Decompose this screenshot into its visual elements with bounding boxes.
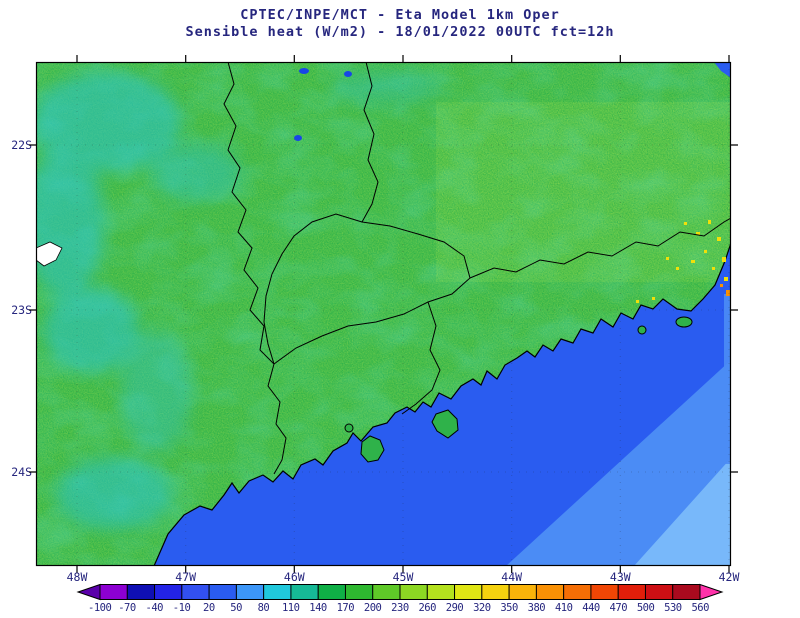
colorbar-segment	[99, 584, 128, 600]
colorbar-label: 200	[363, 602, 382, 614]
colorbar-segment	[372, 584, 401, 600]
colorbar-label: 440	[582, 602, 600, 614]
colorbar-segment	[672, 584, 701, 600]
colorbar-label: 110	[281, 602, 300, 614]
colorbar-labels: -100 -70 -40 -10 20 50 80 110 140 170 20…	[86, 602, 714, 615]
field-speckle-northeast	[436, 102, 731, 282]
colorbar	[76, 583, 724, 601]
colorbar-arrow-low	[76, 583, 101, 601]
colorbar-segment	[644, 584, 674, 600]
colorbar-label: 20	[203, 602, 215, 614]
colorbar-segment	[454, 584, 483, 600]
boundary-metro-loop	[263, 213, 471, 365]
lon-label-42w: 42W	[718, 570, 740, 584]
colorbar-label: 500	[636, 602, 655, 614]
colorbar-label: 320	[473, 602, 491, 614]
title-line2: Sensible heat (W/m2) - 18/01/2022 00UTC …	[185, 24, 615, 40]
high-flux-speckles	[636, 220, 728, 303]
top-right-bay	[714, 62, 731, 78]
colorbar-label: 140	[309, 602, 327, 614]
ocean-edge-strip	[724, 294, 731, 464]
colorbar-segment	[208, 584, 237, 600]
colorbar-segment	[344, 584, 374, 600]
high-flux-orange-speckles	[720, 284, 730, 296]
boundary-north-south	[223, 62, 287, 475]
colorbar-label: 290	[445, 602, 464, 614]
colorbar-segment	[290, 584, 319, 600]
boundary-top	[361, 62, 379, 223]
colorbar-segment	[590, 584, 619, 600]
ocean-and-coastline	[153, 242, 731, 566]
lon-label-43w: 43W	[609, 570, 631, 584]
colorbar-label: -40	[145, 602, 164, 614]
ocean-band-mid	[506, 360, 731, 566]
map-frame	[35, 61, 732, 567]
colorbar-segment	[617, 584, 647, 600]
colorbar-label: 470	[609, 602, 628, 614]
model-field-map	[29, 55, 738, 573]
lat-label-23s: 23S	[11, 303, 32, 317]
low-flux-cyan-patches	[36, 69, 441, 530]
colorbar-label: -100	[88, 602, 112, 614]
colorbar-segment	[481, 584, 510, 600]
colorbar-label: 80	[257, 602, 270, 614]
lat-label-24s: 24S	[11, 465, 32, 479]
coastal-islands	[344, 316, 693, 463]
reservoir-outline	[36, 241, 63, 267]
lon-label-47w: 47W	[175, 570, 197, 584]
title-line1: CPTEC/INPE/MCT - Eta Model 1km Oper	[240, 7, 560, 23]
colorbar-label: 260	[418, 602, 436, 614]
colorbar-label: 380	[527, 602, 546, 614]
colorbar-arrow-high	[699, 583, 724, 601]
colorbar-label: 350	[500, 602, 518, 614]
lon-label-46w: 46W	[283, 570, 305, 584]
colorbar-segment	[563, 584, 592, 600]
reservoir-dots	[294, 68, 352, 141]
lon-label-45w: 45W	[392, 570, 414, 584]
colorbar-label: 530	[664, 602, 682, 614]
lon-label-48w: 48W	[66, 570, 88, 584]
colorbar-label: 170	[336, 602, 355, 614]
colorbar-segment	[126, 584, 156, 600]
ocean-band-light	[634, 458, 731, 566]
graticule	[36, 62, 731, 566]
colorbar-segment	[535, 584, 565, 600]
colorbar-segment	[317, 584, 347, 600]
figure-title: CPTEC/INPE/MCT - Eta Model 1km Oper Sens…	[0, 7, 800, 41]
colorbar-label: 50	[230, 602, 242, 614]
colorbar-segment	[154, 584, 183, 600]
boundary-to-coast	[401, 301, 441, 415]
colorbar-segment	[399, 584, 428, 600]
colorbar-segment	[235, 584, 265, 600]
colorbar-segment	[181, 584, 210, 600]
colorbar-label: -10	[172, 602, 191, 614]
colorbar-label: 230	[391, 602, 409, 614]
axis-ticks	[29, 55, 738, 573]
colorbar-segment	[263, 584, 292, 600]
colorbar-label: -70	[118, 602, 136, 614]
colorbar-label: 410	[554, 602, 573, 614]
lat-label-22s: 22S	[11, 138, 32, 152]
colorbar-label: 560	[691, 602, 709, 614]
boundary-northeast	[469, 217, 731, 279]
colorbar-segment	[426, 584, 456, 600]
colorbar-segment	[508, 584, 537, 600]
lon-label-44w: 44W	[501, 570, 523, 584]
